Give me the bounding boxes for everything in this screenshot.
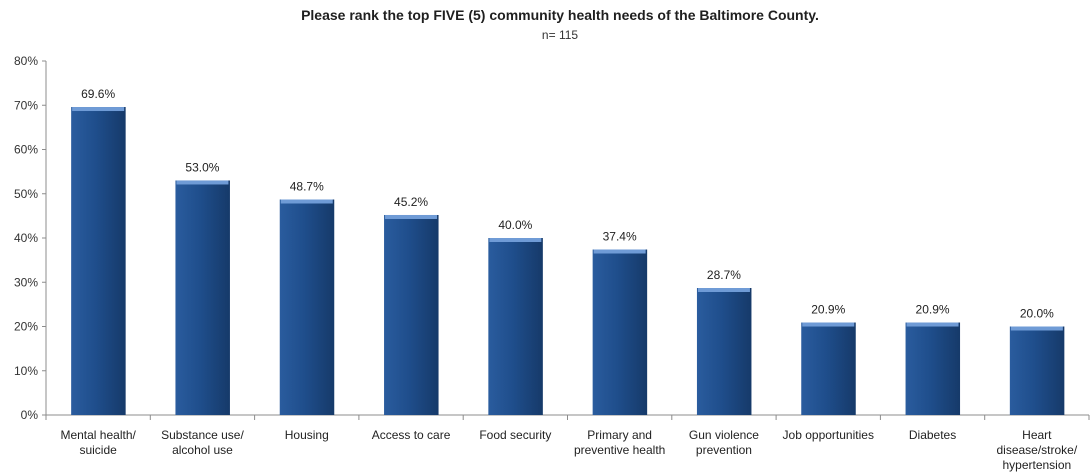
- bar: [384, 214, 439, 415]
- x-axis: [45, 414, 1090, 420]
- bar: [175, 180, 230, 415]
- x-tick-label-line: disease/stroke/: [996, 443, 1077, 457]
- chart-subtitle: n= 115: [542, 28, 578, 42]
- bar: [592, 249, 647, 415]
- y-tick-label: 50%: [14, 187, 38, 201]
- x-tick-label: Diabetes: [909, 428, 956, 442]
- bar: [801, 322, 856, 415]
- bar-highlight: [176, 180, 229, 185]
- x-tick-label-line: alcohol use: [172, 443, 233, 457]
- x-tick-label-line: Mental health/: [60, 428, 136, 442]
- bar-highlight: [697, 288, 750, 293]
- x-tick-label: Mental health/suicide: [60, 428, 136, 457]
- bar-highlight: [906, 322, 959, 327]
- data-label: 48.7%: [290, 180, 324, 194]
- y-tick-label: 60%: [14, 143, 38, 157]
- x-tick-label: Job opportunities: [783, 428, 874, 442]
- bar: [488, 238, 543, 415]
- y-tick-label: 20%: [14, 320, 38, 334]
- data-label: 37.4%: [603, 230, 637, 244]
- x-tick-label: Heart disease/stroke/hypertension: [996, 428, 1077, 472]
- x-tick-label-line: Substance use/: [161, 428, 244, 442]
- x-tick-label-line: Primary and: [587, 428, 652, 442]
- y-axis: 0% 10% 20% 30% 40% 50% 60% 70% 80%: [14, 54, 47, 422]
- y-tick-label: 30%: [14, 275, 38, 289]
- bar-highlight: [72, 107, 125, 112]
- x-tick-label-line: Housing: [285, 428, 329, 442]
- data-label: 20.9%: [916, 303, 950, 317]
- chart-title: Please rank the top FIVE (5) community h…: [301, 7, 819, 23]
- data-labels: 69.6% 53.0% 48.7% 45.2% 40.0% 37.4% 28.7% 20.9%…: [81, 87, 1054, 320]
- y-tick-label: 10%: [14, 364, 38, 378]
- bar-highlight: [1010, 326, 1063, 331]
- x-tick-label-line: hypertension: [1002, 458, 1071, 472]
- y-tick-label: 40%: [14, 231, 38, 245]
- x-tick-label: Substance use/alcohol use: [161, 428, 244, 457]
- bar: [905, 322, 960, 415]
- y-tick-label: 80%: [14, 54, 38, 68]
- bar: [71, 107, 126, 416]
- data-label: 28.7%: [707, 268, 741, 282]
- x-tick-label-line: prevention: [696, 443, 752, 457]
- bar: [1009, 326, 1064, 415]
- data-label: 45.2%: [394, 195, 428, 209]
- x-tick-labels: Mental health/suicide Substance use/alcoh…: [60, 428, 1077, 472]
- data-label: 20.0%: [1020, 307, 1054, 321]
- data-label: 40.0%: [498, 218, 532, 232]
- x-tick-label-line: suicide: [79, 443, 117, 457]
- bar: [279, 199, 334, 415]
- x-tick-label-line: Heart: [1022, 428, 1052, 442]
- x-tick-label-line: Gun violence: [689, 428, 759, 442]
- x-tick-label: Food security: [479, 428, 551, 442]
- bar-highlight: [385, 214, 438, 219]
- x-tick-label-line: Diabetes: [909, 428, 956, 442]
- y-tick-label: 70%: [14, 98, 38, 112]
- data-label: 20.9%: [811, 303, 845, 317]
- data-label: 69.6%: [81, 87, 115, 101]
- x-tick-label: Primary and preventive health: [574, 428, 665, 457]
- data-label: 53.0%: [185, 160, 219, 174]
- x-tick-label: Gun violence prevention: [689, 428, 759, 457]
- bar-highlight: [802, 322, 855, 327]
- x-tick-label: Housing: [285, 428, 329, 442]
- x-tick-label-line: preventive health: [574, 443, 665, 457]
- bars: [71, 107, 1065, 416]
- y-tick-label: 0%: [21, 408, 39, 422]
- bar-highlight: [280, 199, 333, 204]
- x-tick-label-line: Access to care: [372, 428, 451, 442]
- bar-highlight: [593, 249, 646, 254]
- bar-highlight: [489, 238, 542, 242]
- x-tick-label-line: Food security: [479, 428, 551, 442]
- x-tick-label-line: Job opportunities: [783, 428, 874, 442]
- bar: [696, 288, 751, 415]
- x-tick-label: Access to care: [372, 428, 451, 442]
